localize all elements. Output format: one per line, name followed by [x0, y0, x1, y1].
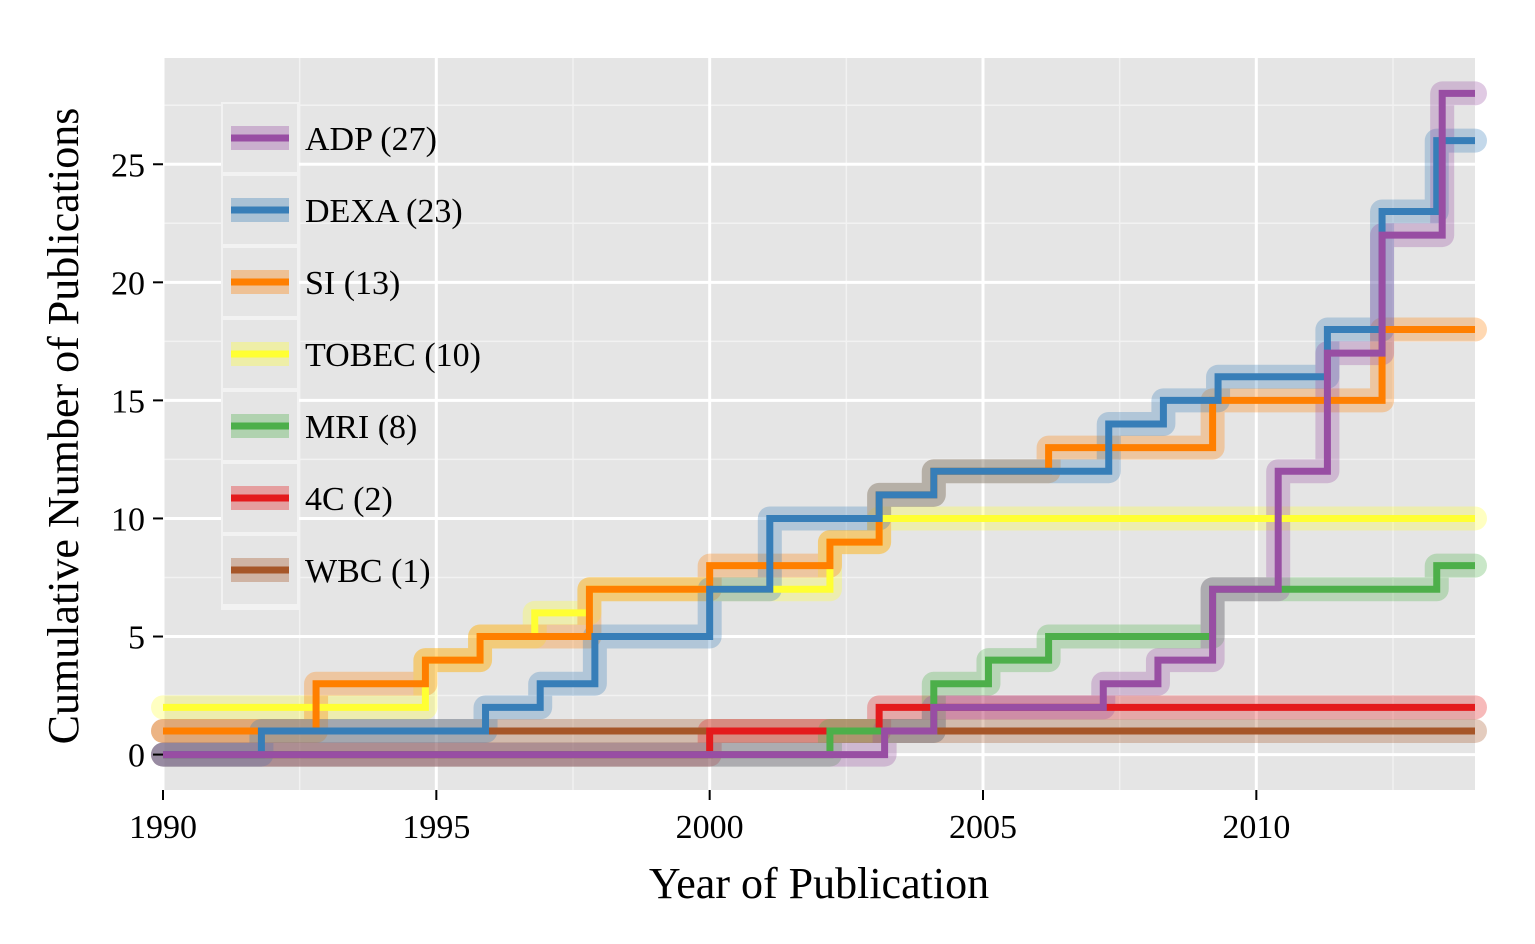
y-tick-label: 20 [111, 265, 145, 302]
x-tick-label: 2010 [1222, 809, 1290, 846]
x-tick-label: 2000 [676, 809, 744, 846]
y-tick-labels: 0 5 10 15 20 25 [111, 147, 145, 774]
x-tick-label: 1995 [402, 809, 470, 846]
series-line-si [163, 326, 1475, 735]
y-tick-label: 25 [111, 147, 145, 184]
legend-label-adp: ADP (27) [305, 121, 437, 158]
legend-label-tobec: TOBEC (10) [305, 337, 481, 374]
y-tick-label: 5 [128, 620, 145, 657]
legend: ADP (27) DEXA (23) SI (13) TOBEC (10) MRI (8… [221, 102, 481, 610]
x-tick-labels: 1990 1995 2000 2005 2010 [129, 809, 1290, 846]
legend-label-dexa: DEXA (23) [305, 193, 463, 230]
y-tick-label: 0 [128, 738, 145, 775]
y-axis-title: Cumulative Number of Publications [39, 108, 88, 745]
x-axis-title: Year of Publication [649, 859, 989, 908]
series-line-adp [163, 89, 1475, 759]
series-line-dexa [163, 137, 1475, 759]
series-line-layer [163, 89, 1475, 759]
series-line-mri [163, 562, 1475, 759]
y-tick-label: 15 [111, 383, 145, 420]
x-tick-label: 1990 [129, 809, 197, 846]
axis-ticks [153, 163, 1258, 800]
legend-label-mri: MRI (8) [305, 409, 417, 446]
legend-label-wbc: WBC (1) [305, 553, 431, 590]
x-tick-label: 2005 [949, 809, 1017, 846]
legend-label-4c: 4C (2) [305, 481, 393, 518]
y-tick-label: 10 [111, 501, 145, 538]
legend-label-si: SI (13) [305, 265, 400, 302]
